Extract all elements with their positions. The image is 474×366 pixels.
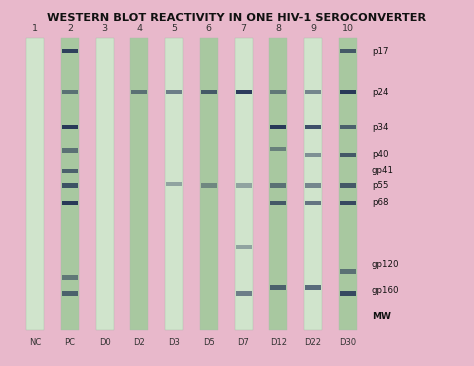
Text: gp41: gp41 [372, 167, 394, 175]
Text: 1: 1 [32, 24, 38, 33]
Text: MW: MW [372, 312, 391, 321]
Text: 5: 5 [171, 24, 177, 33]
Text: PC: PC [64, 338, 75, 347]
Text: 6: 6 [206, 24, 212, 33]
Bar [338, 38, 356, 330]
Text: D2: D2 [134, 338, 146, 347]
Text: D7: D7 [237, 338, 249, 347]
Text: NC: NC [29, 338, 41, 347]
Text: D22: D22 [304, 338, 321, 347]
Bar [340, 269, 356, 274]
Text: p55: p55 [372, 181, 389, 190]
Text: WESTERN BLOT REACTIVITY IN ONE HIV-1 SEROCONVERTER: WESTERN BLOT REACTIVITY IN ONE HIV-1 SER… [47, 13, 427, 23]
Bar [236, 244, 252, 249]
Bar [236, 291, 252, 296]
Text: 9: 9 [310, 24, 316, 33]
Bar [305, 153, 321, 157]
Bar [340, 90, 356, 94]
Text: 10: 10 [342, 24, 354, 33]
Bar [270, 125, 286, 129]
Bar [236, 183, 252, 188]
Bar [131, 90, 147, 94]
Bar [305, 125, 321, 129]
Bar [305, 90, 321, 94]
Bar [340, 291, 356, 296]
Text: p17: p17 [372, 46, 389, 56]
Text: gp160: gp160 [372, 286, 400, 295]
Bar [62, 201, 78, 205]
Bar [62, 169, 78, 173]
Bar [236, 90, 252, 94]
Text: 8: 8 [275, 24, 281, 33]
Bar [270, 90, 286, 94]
Bar [235, 38, 253, 330]
Text: D0: D0 [99, 338, 110, 347]
Bar [269, 38, 287, 330]
Text: p34: p34 [372, 123, 389, 131]
Bar [270, 147, 286, 151]
Bar [166, 90, 182, 94]
Bar [305, 183, 321, 188]
Bar [340, 201, 356, 205]
Text: p68: p68 [372, 198, 389, 208]
Text: 4: 4 [137, 24, 143, 33]
Bar [62, 275, 78, 280]
Bar [62, 90, 78, 94]
Bar [304, 38, 322, 330]
Text: gp120: gp120 [372, 260, 400, 269]
Bar [62, 49, 78, 53]
Bar [340, 183, 356, 188]
Bar [96, 38, 114, 330]
Bar [62, 125, 78, 129]
Bar [61, 38, 79, 330]
Bar [270, 201, 286, 205]
Bar [62, 148, 78, 153]
Text: p24: p24 [372, 87, 389, 97]
Text: D3: D3 [168, 338, 180, 347]
Bar [201, 183, 217, 188]
Text: 2: 2 [67, 24, 73, 33]
Bar [165, 38, 183, 330]
Bar [27, 38, 45, 330]
Text: D5: D5 [203, 338, 215, 347]
Bar [201, 90, 217, 94]
Bar [305, 201, 321, 205]
Bar [305, 285, 321, 290]
Bar [270, 285, 286, 290]
Text: D12: D12 [270, 338, 287, 347]
Bar [130, 38, 148, 330]
Bar [62, 183, 78, 188]
Text: 3: 3 [102, 24, 108, 33]
Bar [166, 182, 182, 186]
Bar [200, 38, 218, 330]
Text: 7: 7 [240, 24, 246, 33]
Bar [62, 291, 78, 296]
Bar [340, 49, 356, 53]
Bar [340, 125, 356, 129]
Text: D30: D30 [339, 338, 356, 347]
Bar [270, 183, 286, 188]
Text: p40: p40 [372, 150, 389, 159]
Bar [340, 153, 356, 157]
